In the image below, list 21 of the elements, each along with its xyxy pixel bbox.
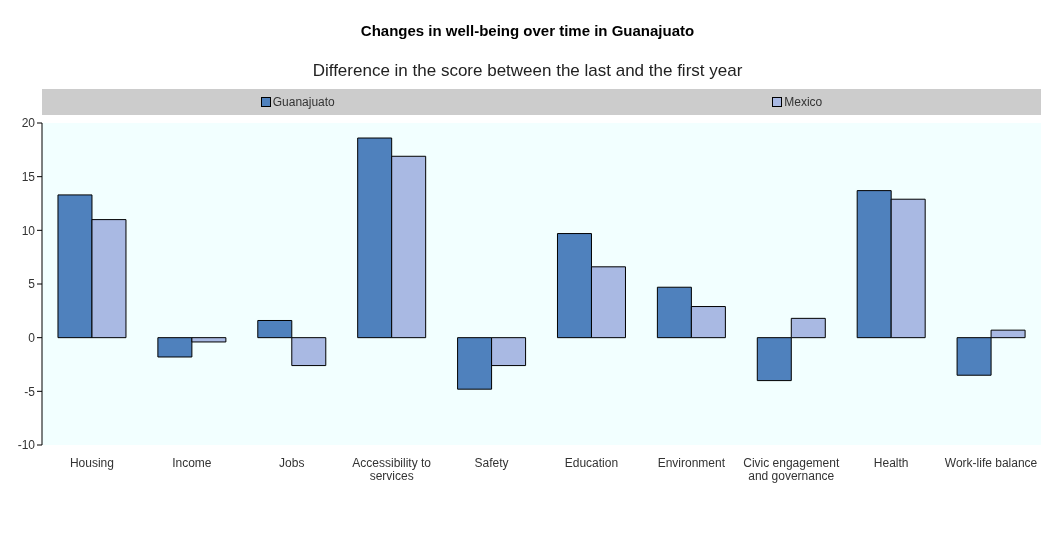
x-tick-label: Housing xyxy=(69,456,114,470)
x-tick-label: Health xyxy=(873,456,909,470)
legend-label: Guanajuato xyxy=(271,95,335,109)
x-tick-label: Education xyxy=(564,456,619,470)
chart-title: Changes in well-being over time in Guanajuato xyxy=(359,22,696,39)
y-tick-label: -5 xyxy=(24,384,36,399)
x-tick-label: Income xyxy=(172,456,212,470)
chart-subtitle: Difference in the score between the last and the first year xyxy=(311,61,744,81)
y-tick-label: 15 xyxy=(21,169,36,184)
y-tick-label: 20 xyxy=(21,116,36,131)
x-tick-label: Safety xyxy=(474,456,509,470)
x-tick-label: Jobs xyxy=(279,456,305,470)
y-tick-label: 5 xyxy=(28,277,36,292)
y-tick-label: 10 xyxy=(21,223,36,238)
x-tick-label: Environment xyxy=(657,456,726,470)
x-tick-label: Work-life balance xyxy=(944,456,1038,470)
y-tick-label: -10 xyxy=(17,438,36,453)
x-tick-label: Civic engagement and governance xyxy=(743,456,840,483)
legend-label: Mexico xyxy=(783,95,823,109)
x-tick-label: Accessibility to services xyxy=(352,456,432,483)
y-tick-label: 0 xyxy=(28,330,36,345)
